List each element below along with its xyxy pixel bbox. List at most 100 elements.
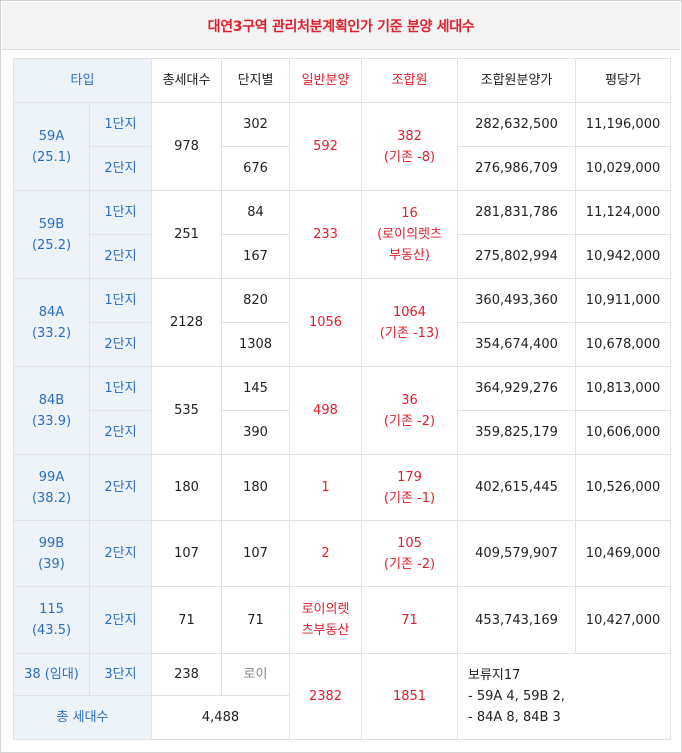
member-cell: 16 (로이의렛츠 부동산)	[361, 190, 459, 279]
general-note-2: 츠부동산	[301, 623, 350, 638]
reserve-note-line-2: - 84A 8, 84B 3	[468, 710, 561, 725]
complex-cell: 2단지	[88, 586, 153, 654]
type-cell: 84B (33.9)	[13, 366, 90, 455]
general-cell: 592	[289, 102, 363, 191]
general-total-cell: 2382	[289, 653, 363, 740]
general-cell: 1056	[289, 278, 363, 367]
pyeong-cell: 10,427,000	[575, 586, 672, 654]
reserve-note-line: - 59A 4, 59B 2,	[468, 689, 565, 704]
units-table: 타입 총세대수 단지별 일반분양 조합원 조합원분양가 평당가 59A (25.…	[12, 58, 672, 740]
member-cell: 382 (기존 -8)	[361, 102, 459, 191]
table-row: 2단지 390 359,825,179 10,606,000	[14, 410, 672, 455]
general-cell: 498	[289, 366, 363, 455]
total-value-cell: 4,488	[151, 695, 291, 740]
rental-row: 38 (임대) 3단지 238 로이 2382 1851 보류지17 - 59A…	[13, 653, 672, 740]
count-cell: 676	[221, 146, 291, 191]
member-cell: 105 (기존 -2)	[361, 520, 459, 587]
pyeong-cell: 10,678,000	[575, 322, 672, 367]
header-total-units: 총세대수	[151, 58, 223, 103]
pyeong-cell: 10,029,000	[575, 146, 672, 191]
complex-cell: 1단지	[88, 366, 153, 411]
member-note: (기존 -1)	[383, 490, 436, 506]
member-count: 36	[401, 392, 418, 408]
pyeong-cell: 11,196,000	[575, 102, 672, 147]
type-cell: 59A (25.1)	[13, 102, 90, 191]
type-cell: 59B (25.2)	[13, 190, 90, 279]
table-row: 99B (39) 2단지 107 107 2 105 (기존 -2) 409,5…	[13, 520, 672, 587]
table-row: 115 (43.5) 2단지 71 71 로이의렛 츠부동산 71 453,74…	[13, 586, 672, 654]
complex-cell: 1단지	[88, 190, 153, 235]
table-row: 59A (25.1) 1단지 978 302 592 382 (기존 -8) 2…	[13, 102, 672, 191]
total-cell: 180	[151, 454, 223, 521]
pyeong-cell: 10,606,000	[575, 410, 672, 455]
rental-type-cell: 38 (임대)	[13, 653, 90, 696]
price-cell: 359,825,179	[457, 410, 577, 455]
total-cell: 978	[151, 102, 223, 191]
member-cell: 179 (기존 -1)	[361, 454, 459, 521]
member-total-cell: 1851	[361, 653, 459, 740]
count-cell: 820	[221, 278, 291, 323]
member-note-2: 부동산)	[389, 248, 430, 263]
type-cell: 115 (43.5)	[13, 586, 90, 654]
complex-cell: 2단지	[88, 454, 153, 521]
header-row: 타입 총세대수 단지별 일반분양 조합원 조합원분양가 평당가	[12, 58, 672, 103]
complex-cell: 1단지	[88, 278, 153, 323]
total-cell: 251	[151, 190, 223, 279]
price-cell: 409,579,907	[457, 520, 577, 587]
pyeong-cell: 10,942,000	[575, 234, 672, 279]
general-cell: 233	[289, 190, 363, 279]
type-area: (38.2)	[31, 490, 72, 506]
price-cell: 275,802,994	[457, 234, 577, 279]
member-note: (기존 -13)	[379, 325, 440, 341]
type-code: 115	[39, 602, 64, 617]
price-cell: 453,743,169	[457, 586, 577, 654]
header-per-complex: 단지별	[221, 58, 291, 103]
rental-total-cell: 238	[151, 653, 223, 696]
table-row: 84B (33.9) 1단지 535 145 498 36 (기존 -2) 36…	[13, 366, 672, 455]
price-cell: 281,831,786	[457, 190, 577, 235]
complex-cell: 1단지	[88, 102, 153, 147]
type-code: 59A	[38, 128, 65, 144]
header-general-sale: 일반분양	[289, 58, 363, 103]
table-row: 2단지 1308 354,674,400 10,678,000	[14, 322, 672, 367]
member-count: 105	[397, 535, 422, 551]
member-note: (기존 -2)	[383, 556, 436, 572]
pyeong-cell: 10,469,000	[575, 520, 672, 587]
member-count: 1064	[392, 304, 427, 320]
pyeong-cell: 10,813,000	[575, 366, 672, 411]
table-row: 2단지 167 275,802,994 10,942,000	[14, 234, 672, 279]
price-cell: 364,929,276	[457, 366, 577, 411]
general-note: 로이의렛	[301, 602, 350, 617]
total-cell: 535	[151, 366, 223, 455]
type-code: 99B	[38, 535, 65, 551]
type-code: 84A	[38, 304, 65, 320]
general-cell: 로이의렛 츠부동산	[289, 586, 363, 654]
pyeong-cell: 10,911,000	[575, 278, 672, 323]
count-cell: 84	[221, 190, 291, 235]
complex-cell: 2단지	[88, 146, 153, 191]
count-cell: 390	[221, 410, 291, 455]
member-note: (기존 -2)	[383, 413, 436, 429]
header-per-pyeong: 평당가	[575, 58, 672, 103]
complex-cell: 2단지	[88, 234, 153, 279]
total-label-cell: 총 세대수	[12, 695, 153, 740]
pyeong-cell: 11,124,000	[575, 190, 672, 235]
table-title: 대연3구역 관리처분계획인가 기준 분양 세대수	[207, 18, 475, 35]
type-code: 84B	[38, 392, 65, 408]
count-cell: 167	[221, 234, 291, 279]
member-cell: 1064 (기존 -13)	[361, 278, 459, 367]
count-cell: 302	[221, 102, 291, 147]
type-area: (33.9)	[31, 413, 72, 429]
price-cell: 276,986,709	[457, 146, 577, 191]
rental-complex-cell: 3단지	[88, 653, 153, 696]
complex-cell: 2단지	[88, 410, 153, 455]
type-area: (33.2)	[31, 325, 72, 341]
rental-count-cell: 로이	[221, 653, 291, 696]
price-cell: 282,632,500	[457, 102, 577, 147]
reserve-note-title: 보류지17	[468, 668, 521, 683]
member-count: 179	[397, 469, 422, 485]
header-member-price: 조합원분양가	[457, 58, 577, 103]
title-bar: 대연3구역 관리처분계획인가 기준 분양 세대수	[2, 2, 680, 50]
member-cell: 71	[361, 586, 459, 654]
